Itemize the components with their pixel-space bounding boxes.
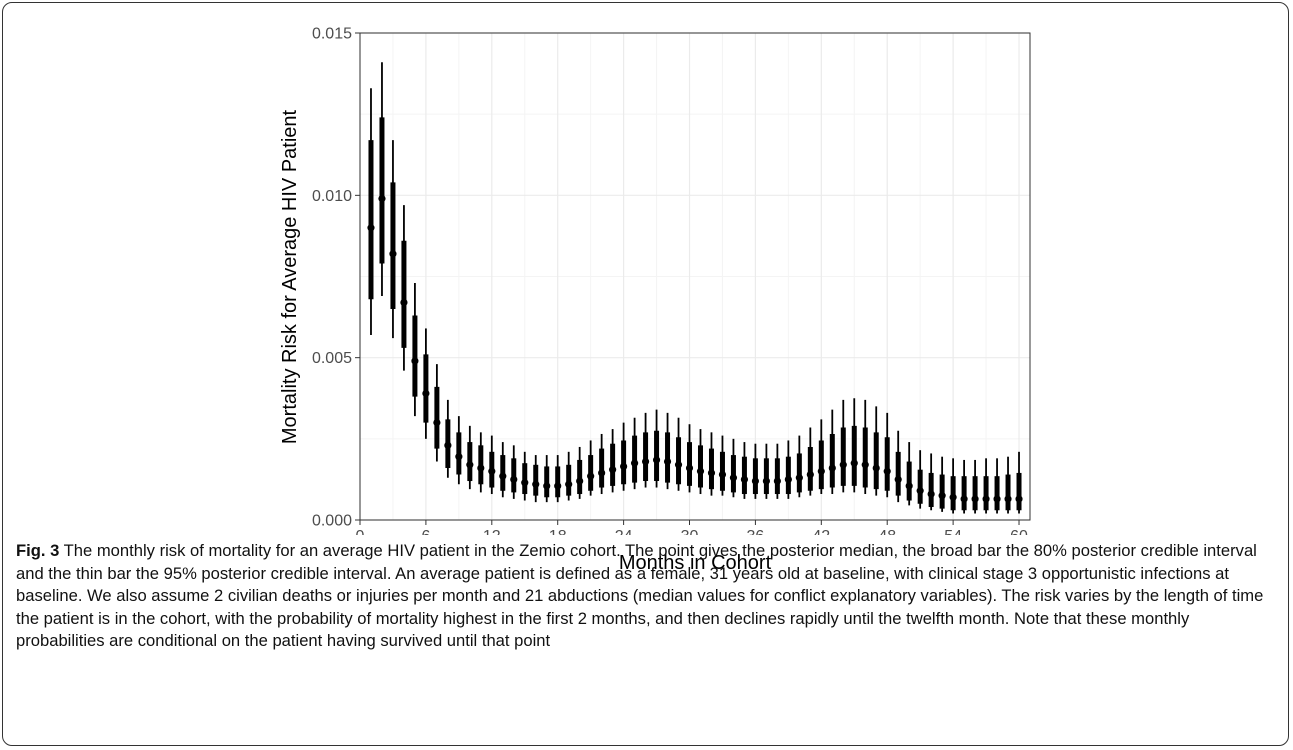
median-point (543, 482, 551, 490)
median-point (477, 464, 485, 472)
x-tick-label: 60 (1010, 528, 1028, 535)
median-point (707, 469, 716, 477)
median-point (466, 461, 474, 469)
median-point (729, 474, 738, 482)
median-point (828, 464, 836, 472)
median-point (685, 464, 694, 472)
median-point (652, 456, 661, 464)
median-point (499, 472, 507, 480)
x-tick-label: 18 (549, 528, 567, 535)
median-point (641, 457, 650, 466)
caption: Fig. 3 The monthly risk of mortality for… (16, 540, 1278, 653)
y-tick-label: 0.005 (312, 350, 352, 367)
median-point (872, 464, 880, 472)
x-tick-label: 54 (944, 528, 962, 535)
median-point (916, 487, 924, 495)
chart: 0.000 0.005 0.010 0.015 0 6 12 18 24 30 36 42 48 54 60 (312, 26, 1031, 536)
median-point (620, 462, 628, 471)
median-point (949, 493, 957, 501)
median-point (883, 467, 891, 475)
median-point (784, 475, 792, 484)
median-point (433, 419, 441, 427)
median-point (400, 298, 408, 307)
x-tick-label: 36 (747, 528, 765, 535)
median-point (861, 461, 869, 469)
median-point (982, 495, 990, 503)
median-point (598, 469, 606, 477)
median-point (389, 250, 397, 258)
median-point (894, 475, 902, 484)
median-point (696, 467, 705, 475)
median-point (510, 475, 518, 484)
median-point (488, 467, 496, 475)
median-point (795, 474, 803, 482)
median-point (905, 482, 913, 490)
x-tick-label: 42 (812, 528, 830, 535)
caption-label: Fig. 3 (16, 541, 60, 560)
median-point (455, 453, 463, 461)
y-tick-label: 0.000 (312, 513, 352, 530)
median-point (773, 477, 781, 485)
median-point (587, 472, 595, 480)
x-tick-label: 48 (878, 528, 896, 535)
y-tick-label: 0.015 (312, 26, 352, 43)
median-point (817, 467, 825, 475)
axes: 0.000 0.005 0.010 0.015 0 6 12 18 24 30 36 42 48 54 60 (312, 26, 1028, 536)
median-point (740, 475, 749, 484)
caption-text: The monthly risk of mortality for an ave… (16, 541, 1264, 651)
median-point (839, 461, 847, 469)
panel-border (359, 32, 1031, 521)
median-point (762, 477, 770, 485)
median-point (609, 466, 617, 474)
median-point (576, 477, 584, 485)
median-point (1015, 495, 1023, 503)
median-point (532, 480, 540, 488)
median-point (565, 480, 573, 488)
y-tick-label: 0.010 (312, 188, 352, 205)
median-point (554, 482, 562, 490)
median-point (993, 495, 1001, 503)
median-point (960, 495, 968, 503)
median-point (521, 479, 529, 487)
median-point (718, 470, 727, 479)
x-tick-label: 30 (681, 528, 699, 535)
median-point (938, 492, 946, 500)
x-tick-label: 0 (356, 528, 365, 535)
x-tick-label: 12 (483, 528, 501, 535)
median-point (630, 459, 639, 467)
median-point (367, 224, 375, 232)
x-tick-label: 24 (615, 528, 633, 535)
marks (367, 62, 1023, 514)
median-point (674, 461, 683, 469)
median-point (751, 477, 760, 485)
median-point (927, 490, 935, 498)
median-point (378, 194, 386, 203)
median-point (850, 459, 858, 467)
median-point (444, 441, 452, 449)
median-point (1004, 495, 1012, 503)
median-point (806, 470, 814, 479)
median-point (971, 495, 979, 503)
median-point (663, 457, 672, 466)
median-point (411, 357, 419, 365)
x-tick-label: 6 (421, 528, 430, 535)
median-point (422, 389, 430, 397)
